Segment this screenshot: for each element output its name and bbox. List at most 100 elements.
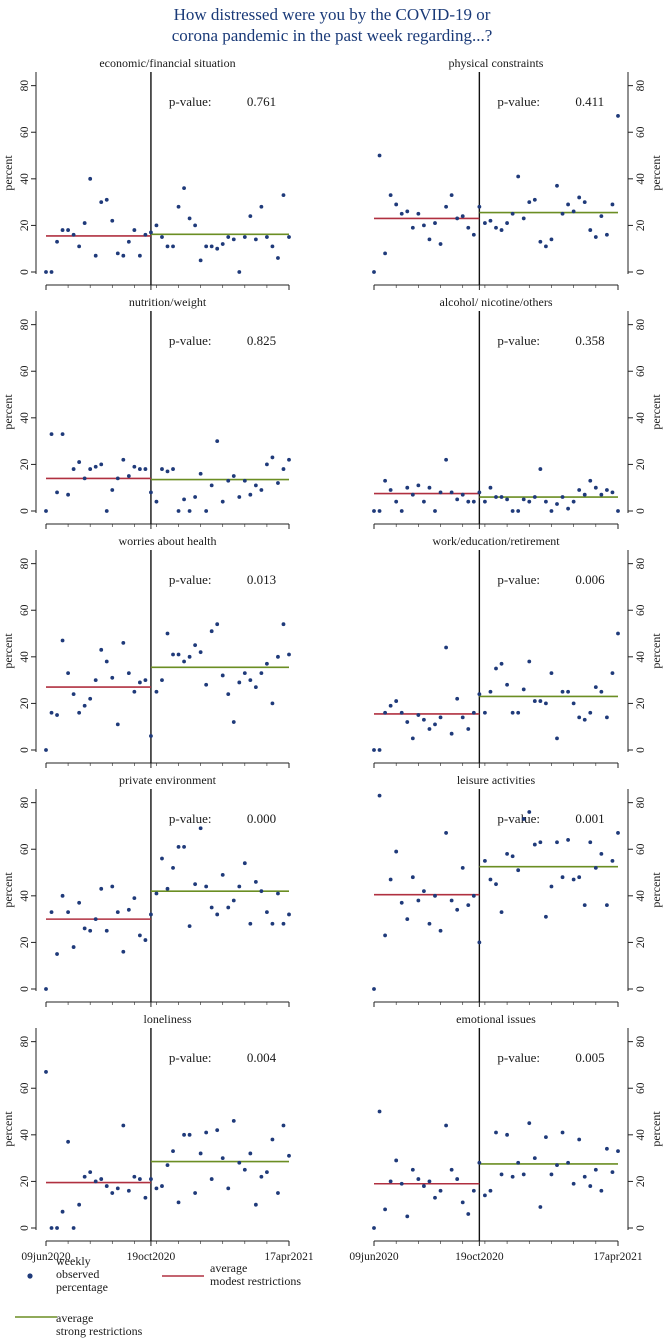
data-point bbox=[610, 1170, 615, 1174]
legend-modest-text: average bbox=[210, 1261, 247, 1275]
data-point bbox=[187, 216, 192, 221]
data-point bbox=[242, 1167, 247, 1172]
data-point bbox=[383, 710, 387, 715]
y-tick-label: 40 bbox=[19, 412, 31, 424]
y-tick-label: 20 bbox=[19, 1175, 31, 1187]
data-point bbox=[516, 868, 521, 873]
data-point bbox=[532, 842, 537, 847]
data-point bbox=[149, 1177, 153, 1181]
data-point bbox=[616, 1149, 620, 1154]
data-point bbox=[176, 509, 181, 513]
data-point bbox=[160, 235, 164, 239]
y-tick-label: 20 bbox=[19, 936, 31, 948]
data-point bbox=[494, 225, 498, 230]
y-axis-label: percent bbox=[1, 872, 15, 908]
data-point bbox=[605, 903, 609, 908]
data-point bbox=[582, 200, 587, 205]
data-point bbox=[248, 492, 253, 497]
data-point bbox=[610, 671, 615, 676]
y-tick-label: 80 bbox=[19, 80, 31, 92]
data-point bbox=[276, 481, 280, 485]
data-point bbox=[182, 497, 186, 502]
data-point bbox=[516, 1160, 521, 1165]
y-tick-label: 0 bbox=[19, 1225, 31, 1231]
data-point bbox=[616, 831, 620, 835]
y-tick-label: 20 bbox=[635, 1175, 647, 1187]
data-point bbox=[121, 457, 126, 462]
data-point bbox=[538, 699, 543, 703]
data-point bbox=[560, 689, 565, 694]
legend-strong-text: strong restrictions bbox=[56, 1324, 143, 1338]
data-point bbox=[555, 1163, 559, 1168]
data-point bbox=[71, 692, 76, 696]
data-point bbox=[287, 912, 291, 917]
pvalue-label: p-value: bbox=[497, 811, 540, 826]
pvalue-label: p-value: bbox=[169, 572, 212, 587]
data-point bbox=[49, 710, 54, 715]
data-point bbox=[477, 204, 482, 209]
pvalue-value: 0.006 bbox=[575, 572, 605, 587]
data-point bbox=[182, 659, 186, 664]
data-point bbox=[410, 492, 415, 497]
data-point bbox=[265, 235, 269, 239]
data-point bbox=[571, 209, 576, 214]
data-point bbox=[399, 710, 404, 715]
data-point bbox=[253, 879, 258, 884]
pvalue-value: 0.005 bbox=[575, 1050, 604, 1065]
pvalue-label: p-value: bbox=[497, 333, 540, 348]
data-point bbox=[422, 499, 426, 504]
y-tick-label: 60 bbox=[19, 604, 31, 616]
data-point bbox=[82, 221, 87, 225]
data-point bbox=[160, 678, 164, 683]
data-point bbox=[253, 483, 258, 488]
data-point bbox=[165, 469, 170, 474]
main-title-line-2: corona pandemic in the past week regardi… bbox=[172, 26, 493, 45]
y-tick-label: 80 bbox=[635, 319, 647, 331]
data-point bbox=[143, 938, 148, 942]
data-point bbox=[588, 710, 593, 715]
data-point bbox=[93, 917, 98, 922]
data-point bbox=[237, 884, 242, 889]
data-point bbox=[121, 640, 126, 645]
data-point bbox=[220, 1156, 225, 1161]
y-tick-label: 20 bbox=[19, 697, 31, 709]
data-point bbox=[220, 673, 225, 678]
data-point bbox=[171, 865, 175, 870]
data-point bbox=[516, 509, 521, 513]
data-point bbox=[143, 467, 148, 471]
data-point bbox=[182, 1132, 186, 1137]
data-point bbox=[521, 687, 526, 692]
data-point bbox=[171, 652, 175, 657]
data-point bbox=[270, 701, 275, 706]
data-point bbox=[226, 905, 231, 910]
data-point bbox=[477, 940, 482, 945]
data-point bbox=[231, 898, 236, 903]
data-point bbox=[137, 467, 142, 471]
data-point bbox=[281, 193, 286, 198]
data-point bbox=[544, 244, 548, 249]
data-point bbox=[427, 485, 432, 490]
data-point bbox=[466, 1212, 471, 1216]
data-point bbox=[276, 654, 280, 659]
data-point bbox=[253, 237, 258, 242]
data-point bbox=[405, 1214, 410, 1219]
data-point bbox=[193, 223, 198, 228]
data-point bbox=[555, 840, 559, 845]
data-point bbox=[71, 945, 76, 949]
data-point bbox=[110, 1191, 115, 1195]
panel-title: loneliness bbox=[144, 1012, 192, 1026]
data-point bbox=[126, 474, 131, 478]
data-point bbox=[616, 631, 620, 636]
y-tick-label: 60 bbox=[19, 843, 31, 855]
data-point bbox=[77, 1202, 82, 1207]
legend-point-marker bbox=[27, 1273, 33, 1279]
data-point bbox=[449, 490, 454, 495]
panel-title: worries about health bbox=[119, 534, 217, 548]
data-point bbox=[82, 926, 87, 931]
legend-strong-text: average bbox=[56, 1311, 93, 1325]
data-point bbox=[466, 499, 471, 504]
data-point bbox=[259, 488, 264, 492]
data-point bbox=[405, 209, 410, 214]
x-tick-label: 09jun2020 bbox=[349, 1251, 398, 1263]
data-point bbox=[538, 1205, 543, 1209]
